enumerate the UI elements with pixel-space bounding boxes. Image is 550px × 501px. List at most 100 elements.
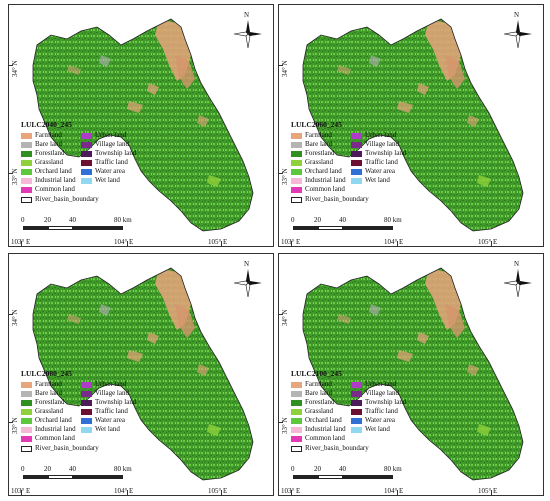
lon-tick [491,241,492,246]
legend-label: Common land [35,185,75,193]
scale-label: 0 [21,465,25,473]
legend-swatch [21,426,32,433]
legend-swatch [291,408,302,415]
legend-label: Farmland [305,380,332,388]
legend-item-bare-land: Bare land [21,389,81,398]
legend-item-township-land: Township land [351,398,409,407]
legend-item-traffic-land: Traffic land [81,158,139,167]
legend-swatch [291,417,302,424]
legend-label: Grassland [35,407,63,415]
legend-label: Farmland [305,131,332,139]
lon-label-103: 103° E [281,238,301,246]
lat-label-33: 33° N [11,168,19,185]
legend-item-traffic-land: Traffic land [351,407,409,416]
legend-label: Industrial land [35,425,76,433]
legend-swatch [291,168,302,175]
legend-label: River_basin_boundary [305,195,369,203]
basin-map [32,18,254,232]
legend-label: Grassland [305,407,333,415]
lat-label-34: 34° N [11,60,19,77]
legend-swatch [21,141,32,148]
scale-label: 80 km [384,465,402,473]
legend-swatch [81,168,92,175]
basin-map [302,267,524,481]
lat-label-33: 33° N [281,168,289,185]
scale-label: 40 [69,465,76,473]
legend-label: Bare land [35,140,63,148]
legend-item-forestland: Forestland [21,398,81,407]
lon-tick [221,241,222,246]
legend-label: Bare land [35,389,63,397]
lat-label-34: 34° N [11,309,19,326]
legend-item-boundary: River_basin_boundary [291,444,409,453]
legend-item-urban-land: Urban land [81,131,139,140]
scale-label: 40 [69,216,76,224]
scale-segment [318,226,343,230]
legend-item-grassland: Grassland [291,407,351,416]
lon-label-103: 103° E [11,487,31,495]
legend-swatch [21,186,32,193]
north-label: N [514,260,520,268]
scale-segment [48,475,73,479]
legend-item-boundary: River_basin_boundary [21,195,139,204]
legend-label: Wet land [95,176,120,184]
lon-tick [397,490,398,495]
legend-swatch [351,177,362,184]
legend-swatch [351,390,362,397]
scale-bar: 0 20 40 80 km [291,465,403,483]
legend-label: Orchard land [35,416,72,424]
legend-item-grassland: Grassland [291,158,351,167]
north-arrow-icon: N [233,11,263,49]
scale-segment [73,226,123,230]
legend-label: Forestland [35,398,65,406]
scale-label: 80 km [114,465,132,473]
lat-tick [9,314,13,315]
legend-label: Orchard land [305,416,342,424]
lon-label-105: 105° E [208,487,228,495]
legend-item-common-land: Common land [291,434,351,443]
lon-label-105: 105° E [478,487,498,495]
legend-swatch [81,132,92,139]
lon-label-105: 105° E [208,238,228,246]
legend-label: Urban land [365,380,397,388]
panel-title: LULC2040_245 [21,120,72,129]
legend: LULC2060_245 Farmland Bare land Forestla… [291,120,409,204]
scale-label: 80 km [384,216,402,224]
legend-swatch [21,177,32,184]
legend-swatch [81,426,92,433]
boundary-swatch [291,445,302,452]
scale-label: 20 [44,465,51,473]
legend-swatch [291,381,302,388]
legend-swatch [21,408,32,415]
legend-swatch [81,150,92,157]
scale-label: 20 [44,216,51,224]
legend-swatch [291,426,302,433]
legend-swatch [291,390,302,397]
map-panel-2060: 34° N 33° N 103° E 104° E 105° E N LULC2… [278,4,544,247]
legend-label: Orchard land [35,167,72,175]
legend-swatch [351,426,362,433]
legend-swatch [291,132,302,139]
boundary-swatch [291,196,302,203]
legend-swatch [81,408,92,415]
lon-tick [127,241,128,246]
legend-item-village-land: Village land [351,389,409,398]
lon-tick [291,490,292,495]
legend-label: Traffic land [365,158,398,166]
legend-swatch [291,399,302,406]
scale-label: 40 [339,216,346,224]
legend-label: Bare land [305,140,333,148]
lon-label-104: 104° E [114,487,134,495]
legend-label: Industrial land [35,176,76,184]
legend-label: Township land [95,149,137,157]
legend-label: Wet land [95,425,120,433]
lon-tick [21,490,22,495]
legend-item-farmland: Farmland [21,131,81,140]
panel-title: LULC2060_245 [291,120,342,129]
legend-item-urban-land: Urban land [351,380,409,389]
boundary-swatch [21,196,32,203]
legend-item-common-land: Common land [291,185,351,194]
basin-map [302,18,524,232]
legend-item-industrial-land: Industrial land [21,176,81,185]
north-arrow-icon: N [503,260,533,298]
